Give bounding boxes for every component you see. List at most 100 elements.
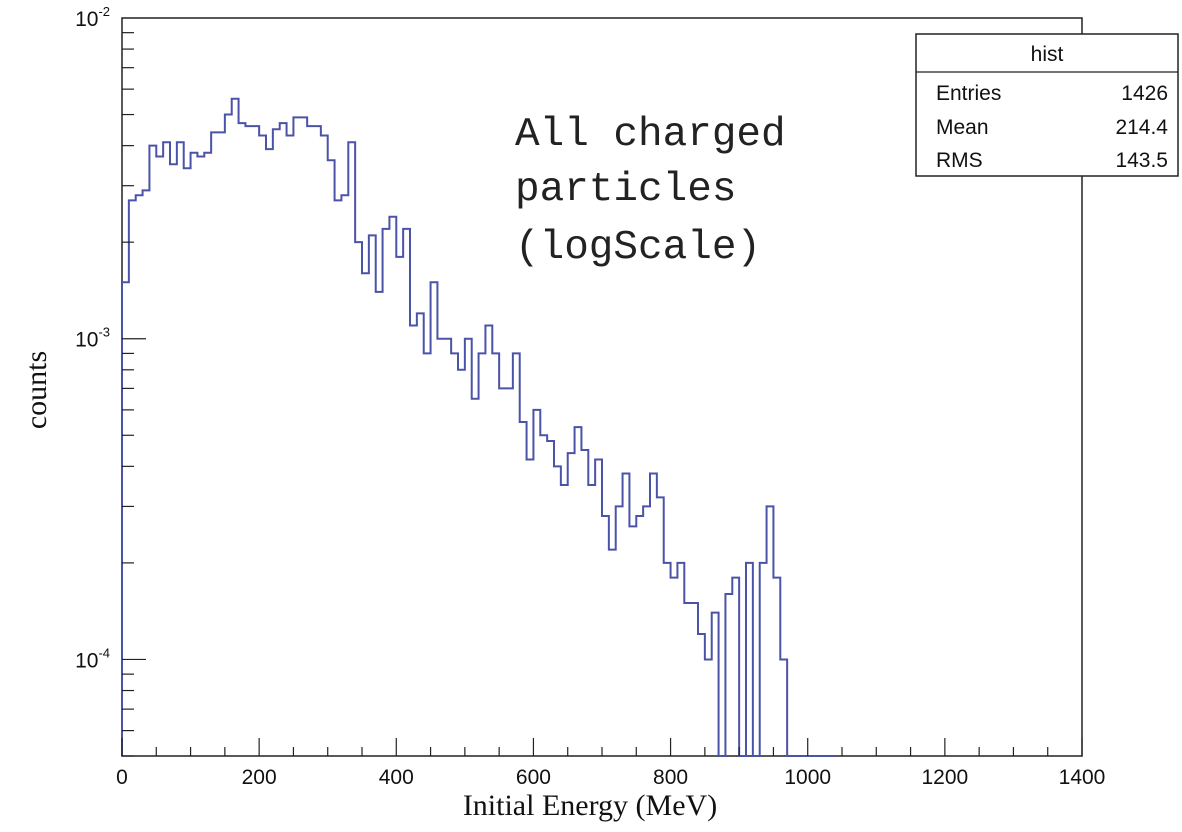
hist-bin [129, 200, 136, 756]
hist-bin [225, 115, 232, 756]
hist-bin [499, 388, 506, 756]
hist-bin [369, 235, 376, 756]
hist-bin [204, 153, 211, 756]
hist-bin [616, 506, 623, 756]
x-axis: 0 200 400 600 800 1000 1200 1400 [116, 738, 1105, 789]
stats-label-mean: Mean [936, 116, 989, 139]
x-tick-label: 1400 [1059, 766, 1106, 789]
hist-bin [458, 370, 465, 756]
stats-label-entries: Entries [936, 82, 1001, 105]
hist-bin [650, 474, 657, 756]
hist-bin [266, 149, 273, 756]
x-axis-label: Initial Energy (MeV) [463, 789, 717, 822]
hist-bin [191, 153, 198, 756]
hist-bin [239, 123, 246, 756]
hist-bin [664, 563, 671, 756]
hist-bin [403, 229, 410, 756]
x-tick-label: 1000 [784, 766, 831, 789]
hist-bin [451, 353, 458, 756]
hist-bin [431, 282, 438, 756]
hist-bin [588, 485, 595, 756]
hist-bin [623, 474, 630, 756]
y-axis: 10-4 10-3 10-2 [75, 4, 146, 757]
hist-bin [383, 229, 390, 756]
hist-bin [197, 156, 204, 756]
hist-bin [725, 594, 732, 756]
x-tick-label: 400 [379, 766, 414, 789]
hist-bin [211, 132, 218, 756]
hist-bin [540, 435, 547, 756]
annotation-line-2: particles [515, 167, 736, 213]
hist-bin [396, 257, 403, 756]
hist-bin [561, 485, 568, 756]
hist-bin [712, 613, 719, 756]
hist-bin [773, 578, 780, 756]
hist-bin [472, 399, 479, 756]
stats-value-rms: 143.5 [1115, 149, 1168, 172]
hist-bin [671, 578, 678, 756]
hist-bin [684, 603, 691, 756]
hist-bin [321, 136, 328, 756]
x-tick-label: 1200 [921, 766, 968, 789]
hist-bin [245, 126, 252, 756]
hist-bin [341, 195, 348, 756]
x-tick-label: 200 [242, 766, 277, 789]
stats-label-rms: RMS [936, 149, 983, 172]
hist-bin [547, 441, 554, 756]
hist-bin [581, 450, 588, 756]
hist-bin [424, 353, 431, 756]
hist-bin [170, 164, 177, 756]
hist-bin [492, 353, 499, 756]
hist-bin [136, 195, 143, 756]
annotation: All charged particles (logScale) [515, 112, 786, 271]
hist-bin [554, 466, 561, 756]
hist-bin [575, 427, 582, 756]
hist-bin [389, 217, 396, 756]
hist-bin [149, 146, 156, 756]
hist-bin [273, 129, 280, 756]
hist-bin [595, 460, 602, 756]
stats-value-mean: 214.4 [1115, 116, 1168, 139]
hist-bin [314, 126, 321, 756]
hist-bin [465, 339, 472, 756]
hist-bin [218, 132, 225, 756]
hist-bin [629, 526, 636, 756]
hist-bin [335, 200, 342, 756]
hist-bin [437, 339, 444, 756]
hist-bin [533, 410, 540, 756]
hist-bin [355, 242, 362, 756]
hist-bin [705, 659, 712, 756]
hist-bin [636, 516, 643, 756]
hist-bin [184, 168, 191, 756]
hist-bin [328, 160, 335, 756]
hist-bin [732, 578, 739, 756]
hist-bin [163, 142, 170, 756]
hist-bin [232, 99, 239, 756]
y-tick-label: 10-4 [75, 645, 110, 672]
hist-bin [527, 460, 534, 756]
hist-bin [410, 325, 417, 756]
hist-bin [362, 273, 369, 756]
y-tick-label: 10-2 [75, 4, 110, 31]
x-tick-label: 600 [516, 766, 551, 789]
hist-bin [767, 506, 774, 756]
hist-bin [691, 603, 698, 756]
hist-bin [746, 563, 753, 756]
hist-bin [444, 339, 451, 756]
x-tick-label: 800 [653, 766, 688, 789]
hist-bin [417, 313, 424, 756]
annotation-line-3: (logScale) [515, 225, 761, 271]
hist-bin [485, 325, 492, 756]
hist-bin [280, 123, 287, 756]
hist-bin [609, 550, 616, 756]
hist-bin [307, 126, 314, 756]
hist-bin [348, 142, 355, 756]
hist-bin [252, 126, 259, 756]
hist-bin [780, 659, 787, 756]
hist-bin [156, 156, 163, 756]
stats-title: hist [1031, 43, 1064, 66]
hist-bin [513, 353, 520, 756]
x-tick-label: 0 [116, 766, 128, 789]
hist-bin [677, 563, 684, 756]
